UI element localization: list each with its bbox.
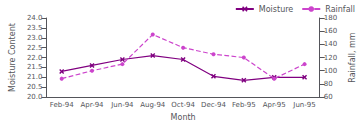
- svg-text:22.0: 22.0: [27, 54, 43, 62]
- svg-text:24.0: 24.0: [27, 14, 43, 22]
- svg-text:60: 60: [324, 93, 333, 101]
- svg-text:Moisture Content: Moisture Content: [8, 23, 17, 92]
- svg-text:23.0: 23.0: [27, 34, 43, 42]
- svg-text:80: 80: [324, 80, 333, 88]
- svg-text:20.5: 20.5: [27, 83, 43, 91]
- svg-text:140: 140: [324, 40, 337, 48]
- svg-text:Feb-95: Feb-95: [232, 101, 256, 109]
- svg-text:Feb-94: Feb-94: [50, 101, 74, 109]
- svg-text:Jun-95: Jun-95: [292, 101, 315, 109]
- svg-text:Oct-94: Oct-94: [171, 101, 195, 109]
- svg-text:Dec-94: Dec-94: [201, 101, 227, 109]
- svg-text:Aug-94: Aug-94: [140, 101, 166, 109]
- svg-text:Moisture: Moisture: [259, 5, 294, 14]
- svg-text:21.5: 21.5: [27, 63, 43, 71]
- svg-text:Rainfall, mm: Rainfall, mm: [348, 32, 357, 83]
- svg-text:Apr-94: Apr-94: [80, 101, 104, 109]
- svg-text:100: 100: [324, 67, 337, 75]
- svg-text:Apr-95: Apr-95: [263, 101, 286, 109]
- svg-text:23.5: 23.5: [27, 24, 43, 32]
- svg-text:180: 180: [324, 14, 337, 22]
- svg-text:22.5: 22.5: [27, 44, 43, 52]
- svg-text:20.0: 20.0: [27, 93, 43, 101]
- svg-text:21.0: 21.0: [27, 73, 43, 81]
- svg-text:Jun-94: Jun-94: [110, 101, 134, 109]
- svg-text:160: 160: [324, 27, 337, 35]
- svg-text:Rainfall: Rainfall: [325, 5, 355, 14]
- svg-text:120: 120: [324, 54, 337, 62]
- svg-text:Month: Month: [171, 113, 196, 122]
